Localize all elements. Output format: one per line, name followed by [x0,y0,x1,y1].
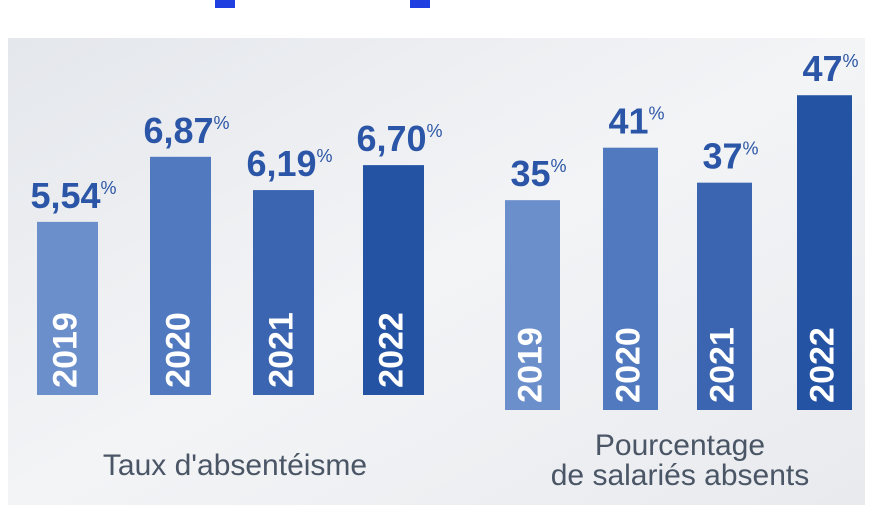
bar [505,200,560,410]
category-label: 2020 [609,327,647,403]
category-label: 2020 [159,312,197,388]
value-text: 37 [702,136,742,177]
category-label: 2022 [372,312,410,388]
value-text: 6,19 [246,143,316,184]
bar [603,147,658,410]
value-text: 35 [510,153,550,194]
value-label: 6,87% [143,110,229,151]
value-label: 47% [802,48,858,89]
value-text: 6,70 [356,118,426,159]
value-unit: % [843,51,859,71]
chart-title: Pourcentage [595,429,765,462]
value-text: 5,54 [30,175,100,216]
value-text: 47 [802,48,842,89]
category-label: 2021 [262,312,300,388]
charts: 2019 5,54% 2020 6,87% 2021 6,19% 2022 6,70% Taux… [30,48,858,492]
value-label: 35% [510,153,566,194]
bar [253,190,314,395]
category-label: 2021 [703,327,741,403]
category-label: 2019 [46,312,84,388]
value-label: 37% [702,136,758,177]
decor [410,0,430,8]
category-label: 2022 [803,327,841,403]
value-text: 6,87 [143,110,213,151]
bar [363,165,424,395]
bar [697,182,752,410]
value-label: 41% [608,101,664,142]
bar [797,95,852,410]
value-unit: % [317,146,333,166]
value-unit: % [101,178,117,198]
bar [150,156,211,395]
chart-title: de salariés absents [551,459,810,492]
value-unit: % [214,113,230,133]
decor [215,0,235,8]
value-label: 5,54% [30,175,116,216]
chart-title: Taux d'absentéisme [103,449,367,482]
value-unit: % [743,139,759,159]
value-unit: % [649,104,665,124]
value-label: 6,19% [246,143,332,184]
value-unit: % [427,121,443,141]
value-unit: % [551,156,567,176]
category-label: 2019 [511,327,549,403]
value-label: 6,70% [356,118,442,159]
bar [37,221,98,395]
value-text: 41 [608,101,648,142]
